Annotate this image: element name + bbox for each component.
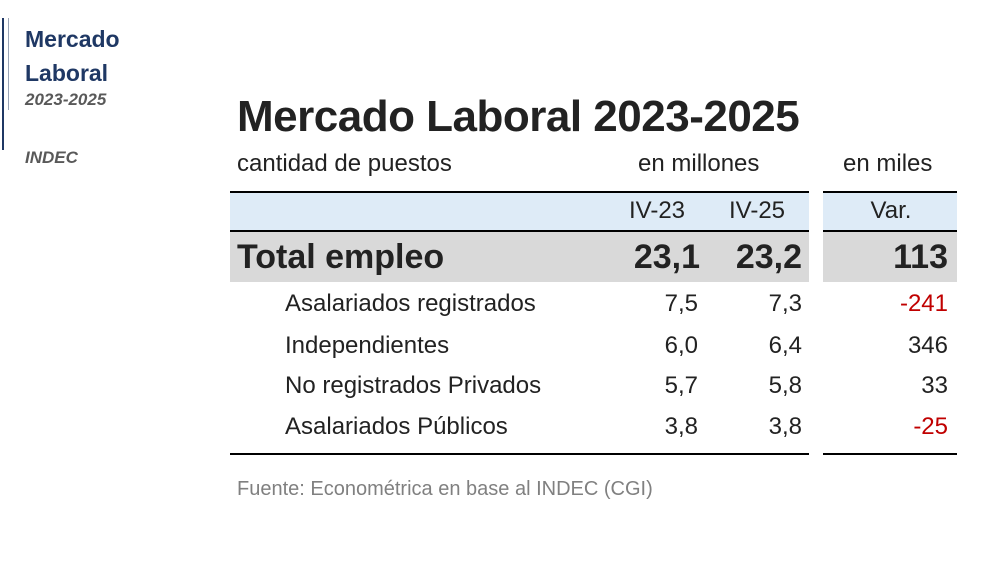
row-label: Independientes <box>285 332 450 359</box>
bottom-rule-left <box>230 453 809 455</box>
row-iv23: 5,7 <box>664 372 698 399</box>
source-footnote: Fuente: Econométrica en base al INDEC (C… <box>237 478 653 500</box>
row-iv25: 3,8 <box>768 413 802 440</box>
header-rule-left <box>230 230 809 232</box>
row-iv23: 3,8 <box>664 413 698 440</box>
row-label: No registrados Privados <box>285 372 542 399</box>
sidebar-title: Mercado Laboral <box>25 22 120 90</box>
subtitle-thousands: en miles <box>843 150 933 177</box>
row-iv25: 6,4 <box>768 332 802 359</box>
total-band-right <box>823 232 957 282</box>
total-var: 113 <box>893 238 948 276</box>
row-var: -241 <box>899 290 948 317</box>
header-band-left <box>230 193 809 230</box>
sidebar-period: 2023-2025 <box>25 90 107 109</box>
top-rule-left <box>230 191 809 193</box>
sidebar-source: INDEC <box>25 148 78 167</box>
row-iv23: 6,0 <box>664 332 698 359</box>
table-title: Mercado Laboral 2023-2025 <box>237 92 800 141</box>
row-var: -25 <box>913 413 948 440</box>
subtitle-millions: en millones <box>638 150 760 177</box>
total-label: Total empleo <box>237 238 445 276</box>
header-rule-right <box>823 230 957 232</box>
row-iv25: 5,8 <box>768 372 802 399</box>
column-header-iv25: IV-25 <box>728 197 786 224</box>
row-var: 346 <box>907 332 948 359</box>
header-band-right <box>823 193 957 230</box>
sidebar-title-line2: Laboral <box>25 60 109 86</box>
row-var: 33 <box>921 372 948 399</box>
bottom-rule-right <box>823 453 957 455</box>
row-label: Asalariados registrados <box>285 290 536 317</box>
sidebar-rule <box>2 18 4 150</box>
sidebar-rule-thin <box>8 18 9 110</box>
total-iv25: 23,2 <box>735 238 802 276</box>
total-band-left <box>230 232 809 282</box>
column-header-var: Var. <box>870 197 912 224</box>
subtitle-units-label: cantidad de puestos <box>237 150 452 177</box>
sidebar-title-line1: Mercado <box>25 26 120 52</box>
row-iv23: 7,5 <box>664 290 698 317</box>
row-label: Asalariados Públicos <box>285 413 508 440</box>
total-iv23: 23,1 <box>633 238 700 276</box>
row-iv25: 7,3 <box>768 290 802 317</box>
column-header-iv23: IV-23 <box>628 197 686 224</box>
top-rule-right <box>823 191 957 193</box>
